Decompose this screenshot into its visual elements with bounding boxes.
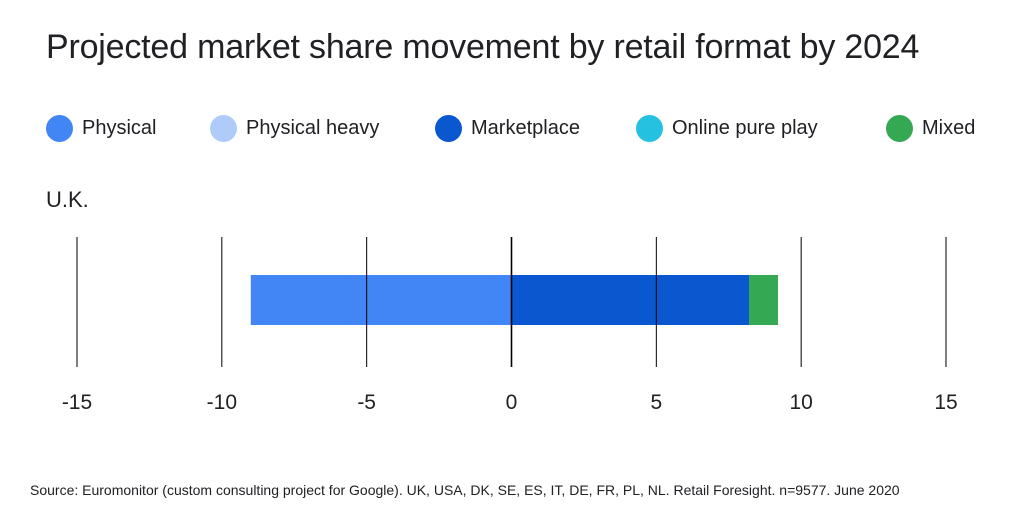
legend-swatch-mixed xyxy=(886,114,913,142)
legend-item-marketplace: Marketplace xyxy=(435,112,580,144)
x-tick-label: -15 xyxy=(62,391,92,414)
bar-mixed xyxy=(749,275,778,325)
legend-label: Physical heavy xyxy=(246,116,380,139)
category-label: U.K. xyxy=(46,187,89,212)
x-tick-label: -10 xyxy=(207,391,237,414)
x-tick-label: 15 xyxy=(934,391,957,414)
legend-swatch-physical xyxy=(46,114,73,142)
legend-swatch-online-pure-play xyxy=(636,114,663,142)
legend-item-online-pure-play: Online pure play xyxy=(636,112,818,144)
legend-swatch-physical-heavy xyxy=(210,114,237,142)
x-tick-label: -5 xyxy=(357,391,376,414)
x-tick-label: 10 xyxy=(789,391,812,414)
legend-swatch-marketplace xyxy=(435,114,462,142)
bar-marketplace xyxy=(511,275,750,325)
legend-item-mixed: Mixed xyxy=(886,112,975,144)
source-note: Source: Euromonitor (custom consulting p… xyxy=(30,482,900,498)
legend-item-physical-heavy: Physical heavy xyxy=(210,112,379,144)
x-tick-label: 0 xyxy=(506,391,518,414)
legend-label: Physical xyxy=(82,116,157,139)
bar-physical xyxy=(250,275,512,325)
chart-title: Projected market share movement by retai… xyxy=(46,28,920,66)
legend-label: Online pure play xyxy=(672,116,818,139)
x-tick-label: 5 xyxy=(650,391,662,414)
bar-chart: -15 -10 -5 0 5 10 15 xyxy=(62,237,958,414)
legend-label: Marketplace xyxy=(471,116,580,139)
legend-label: Mixed xyxy=(922,116,976,139)
legend: Physical Physical heavy Marketplace Onli… xyxy=(46,112,986,144)
legend-item-physical: Physical xyxy=(46,112,156,144)
